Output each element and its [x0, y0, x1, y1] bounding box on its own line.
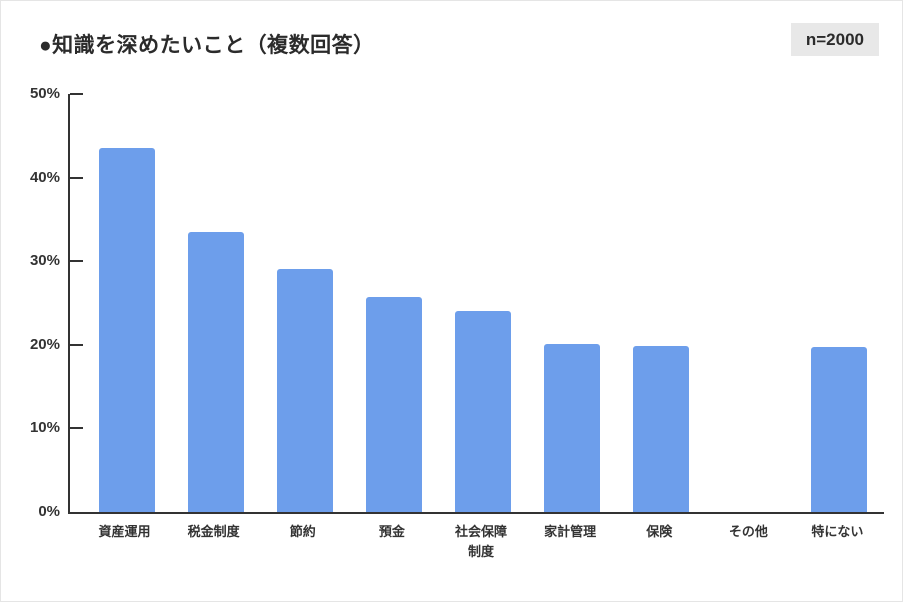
bar [187, 231, 244, 512]
bar-slot [617, 94, 706, 512]
x-axis-label: 資産運用 [98, 524, 151, 539]
bar-slot [171, 94, 260, 512]
chart-title: ●知識を深めたいこと（複数回答） [39, 34, 375, 57]
bar-slot [260, 94, 349, 512]
y-axis-label: 0% [38, 503, 60, 520]
sample-size-badge: n=2000 [790, 23, 879, 56]
y-axis-tick [70, 176, 83, 179]
y-axis-tick [70, 260, 83, 263]
bar [544, 343, 601, 512]
x-axis-label: 預金 [378, 524, 405, 539]
plot-area [68, 93, 884, 514]
bar-slot [438, 94, 527, 512]
y-axis-label: 40% [29, 168, 60, 186]
x-axis-label: 社会保障制度 [454, 524, 507, 560]
y-axis-tick [70, 93, 83, 95]
bar [365, 297, 422, 512]
bar-series [82, 94, 884, 512]
x-axis-label: 家計管理 [544, 524, 597, 539]
bar-slot [706, 94, 795, 512]
bar [811, 347, 868, 512]
y-axis-label: 20% [29, 335, 60, 353]
y-axis-label: 10% [29, 419, 60, 437]
bar-slot [528, 94, 617, 512]
bar [454, 311, 511, 512]
x-axis-label: 保険 [646, 524, 673, 539]
x-axis-label: 節約 [289, 524, 316, 539]
x-axis-label: その他 [728, 524, 768, 539]
bar [98, 148, 155, 512]
x-axis-label: 特にない [811, 524, 864, 539]
bar-slot [349, 94, 438, 512]
x-axis-label: 税金制度 [187, 524, 240, 539]
y-axis-tick [70, 343, 83, 346]
bar-slot [795, 94, 884, 512]
bar [633, 346, 690, 512]
y-axis-tick [70, 427, 83, 430]
y-axis-label: 30% [29, 252, 60, 270]
bar [276, 268, 333, 512]
bar-slot [82, 94, 171, 512]
x-axis-labels: 資産運用 税金制度 節約 預金 社会保障制度 家計管理 保険 その他 特にない [80, 522, 882, 562]
y-axis-label: 50% [29, 85, 60, 102]
